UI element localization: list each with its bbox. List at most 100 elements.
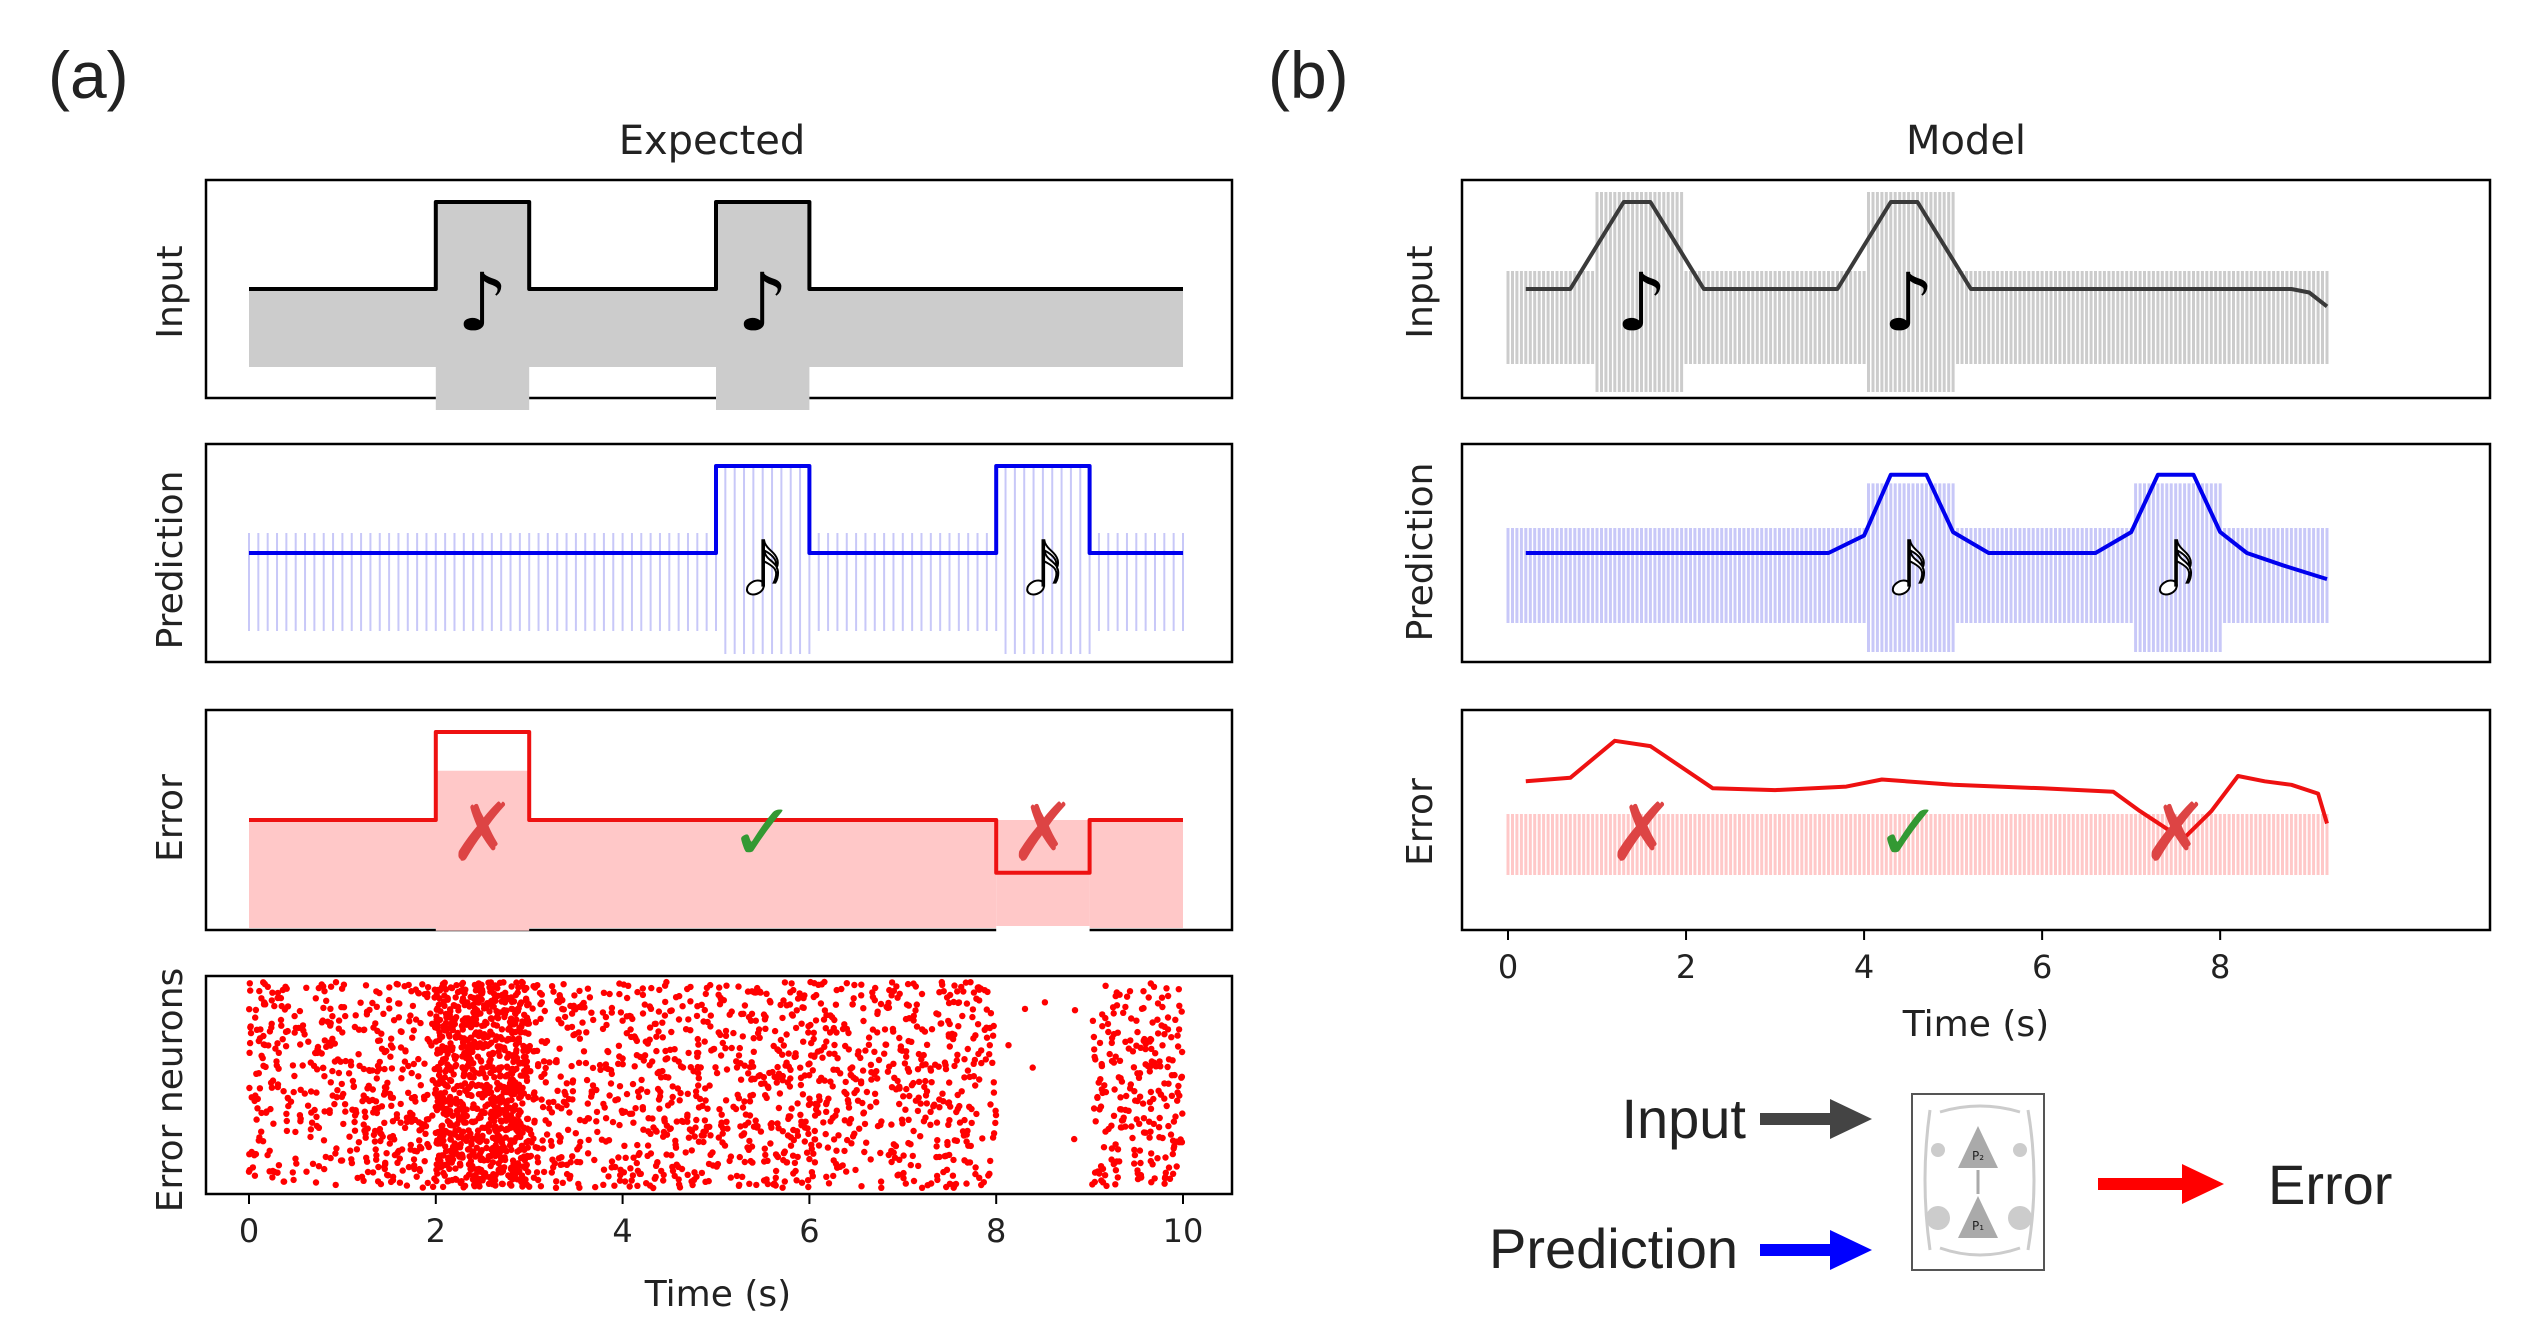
spike-dot xyxy=(676,1097,683,1104)
spike-dot xyxy=(858,1183,865,1190)
spike-dot xyxy=(496,1052,503,1060)
spike-dot xyxy=(621,1142,628,1150)
spike-dot xyxy=(508,1096,515,1104)
spike-dot xyxy=(585,1115,593,1122)
spike-dot xyxy=(327,1079,334,1086)
spike-dot xyxy=(780,1042,787,1049)
expected-row-1: 𝅘𝅥𝅯 𝅘𝅥𝅯 xyxy=(204,442,1234,664)
spike-dot xyxy=(830,1157,837,1164)
spike-dot xyxy=(616,1177,624,1184)
spike-dot xyxy=(728,1044,735,1052)
spike-dot xyxy=(1146,1068,1154,1075)
spike-dot xyxy=(913,1023,921,1030)
expected-row-3 xyxy=(204,974,1234,1196)
spike-dot xyxy=(412,1016,420,1023)
spike-dot xyxy=(655,1008,663,1015)
spike-dot xyxy=(410,1156,418,1163)
spike-dot xyxy=(644,1088,651,1096)
spike-dot xyxy=(964,1045,971,1053)
spike-dot xyxy=(419,1184,426,1191)
spike-dot xyxy=(852,1166,859,1174)
spike-dot xyxy=(424,1140,431,1148)
spike-dot xyxy=(871,997,878,1004)
spike-dot xyxy=(825,1180,833,1187)
spike-dot xyxy=(1130,1064,1138,1071)
spike-dot xyxy=(301,1031,308,1038)
spike-dot xyxy=(561,1013,569,1021)
spike-dot xyxy=(914,1107,922,1115)
spike-dot xyxy=(502,1073,509,1080)
spike-dot xyxy=(1137,1159,1144,1167)
spike-dot xyxy=(255,1037,262,1045)
spike-dot xyxy=(446,1011,453,1018)
spike-dot xyxy=(1101,1082,1108,1089)
spike-dot xyxy=(869,989,876,996)
spike-dot xyxy=(794,1100,801,1107)
spike-dot xyxy=(351,1127,359,1134)
spike-dot xyxy=(785,1050,792,1057)
spike-dot xyxy=(1154,1155,1161,1162)
spike-dot xyxy=(718,1111,725,1118)
diagram-error-label: Error xyxy=(2268,1153,2392,1216)
spike-dot xyxy=(416,1137,423,1144)
spike-dot xyxy=(710,1045,718,1053)
model-row-1: 𝅘𝅥𝅯 𝅘𝅥𝅯 xyxy=(1460,442,2492,664)
spike-dot xyxy=(576,1116,584,1124)
spike-dot xyxy=(1154,1030,1162,1037)
spike-dot xyxy=(622,1154,629,1162)
spike-dot xyxy=(451,1016,458,1024)
spike-dot xyxy=(733,1064,741,1071)
spike-dot xyxy=(389,1132,397,1140)
spike-dot xyxy=(415,1073,422,1080)
spike-dot xyxy=(380,1010,387,1017)
spike-dot xyxy=(621,1178,629,1185)
spike-dot xyxy=(448,1122,455,1129)
spike-dot xyxy=(701,1038,708,1045)
spike-dot xyxy=(904,1065,911,1073)
spike-dot xyxy=(790,986,797,994)
spike-dot xyxy=(915,1094,922,1101)
spike-dot xyxy=(516,1001,524,1008)
spike-dot xyxy=(700,1018,707,1025)
spike-dot xyxy=(531,1117,538,1125)
spike-dot xyxy=(874,1010,881,1018)
spike-dot xyxy=(338,1003,345,1011)
spike-dot xyxy=(520,1042,527,1050)
spike-dot xyxy=(1097,1163,1105,1170)
spike-dot xyxy=(441,1002,448,1010)
spike-dot xyxy=(647,1150,655,1157)
spike-dot xyxy=(269,1077,277,1084)
spike-dot xyxy=(409,1002,417,1010)
spike-dot xyxy=(962,979,970,986)
spike-dot xyxy=(320,1064,327,1072)
expected-row-2: ✗ ✓ ✗ xyxy=(204,708,1234,932)
spike-dot xyxy=(917,1100,924,1107)
spike-dot xyxy=(788,980,795,987)
spike-dot xyxy=(380,1091,388,1098)
spike-dot xyxy=(301,1090,308,1097)
spike-dot xyxy=(1131,1151,1139,1159)
spike-dot xyxy=(644,1142,652,1149)
spike-dot xyxy=(697,1064,704,1071)
spike-dot xyxy=(787,1142,795,1149)
spike-dot xyxy=(646,1062,653,1069)
spike-dot xyxy=(963,1180,970,1187)
spike-dot xyxy=(436,1095,443,1102)
spike-dot xyxy=(466,1071,473,1079)
spike-dot xyxy=(801,1072,808,1079)
spike-dot xyxy=(647,1130,654,1138)
music-note-icon: ♪ xyxy=(457,256,508,349)
spike-dot xyxy=(669,1163,676,1171)
spike-dot xyxy=(896,1100,903,1108)
spike-dot xyxy=(781,979,789,986)
spike-dot xyxy=(735,1052,743,1059)
spike-dot xyxy=(360,1177,367,1185)
spike-dot xyxy=(489,1031,496,1038)
spike-dot xyxy=(478,996,485,1003)
spike-dot xyxy=(1164,1026,1172,1033)
spike-dot xyxy=(797,1064,804,1071)
spike-dot xyxy=(1164,1014,1172,1021)
spike-dot xyxy=(410,1060,417,1068)
spike-dot xyxy=(741,1062,748,1069)
spike-dot xyxy=(292,1128,299,1136)
